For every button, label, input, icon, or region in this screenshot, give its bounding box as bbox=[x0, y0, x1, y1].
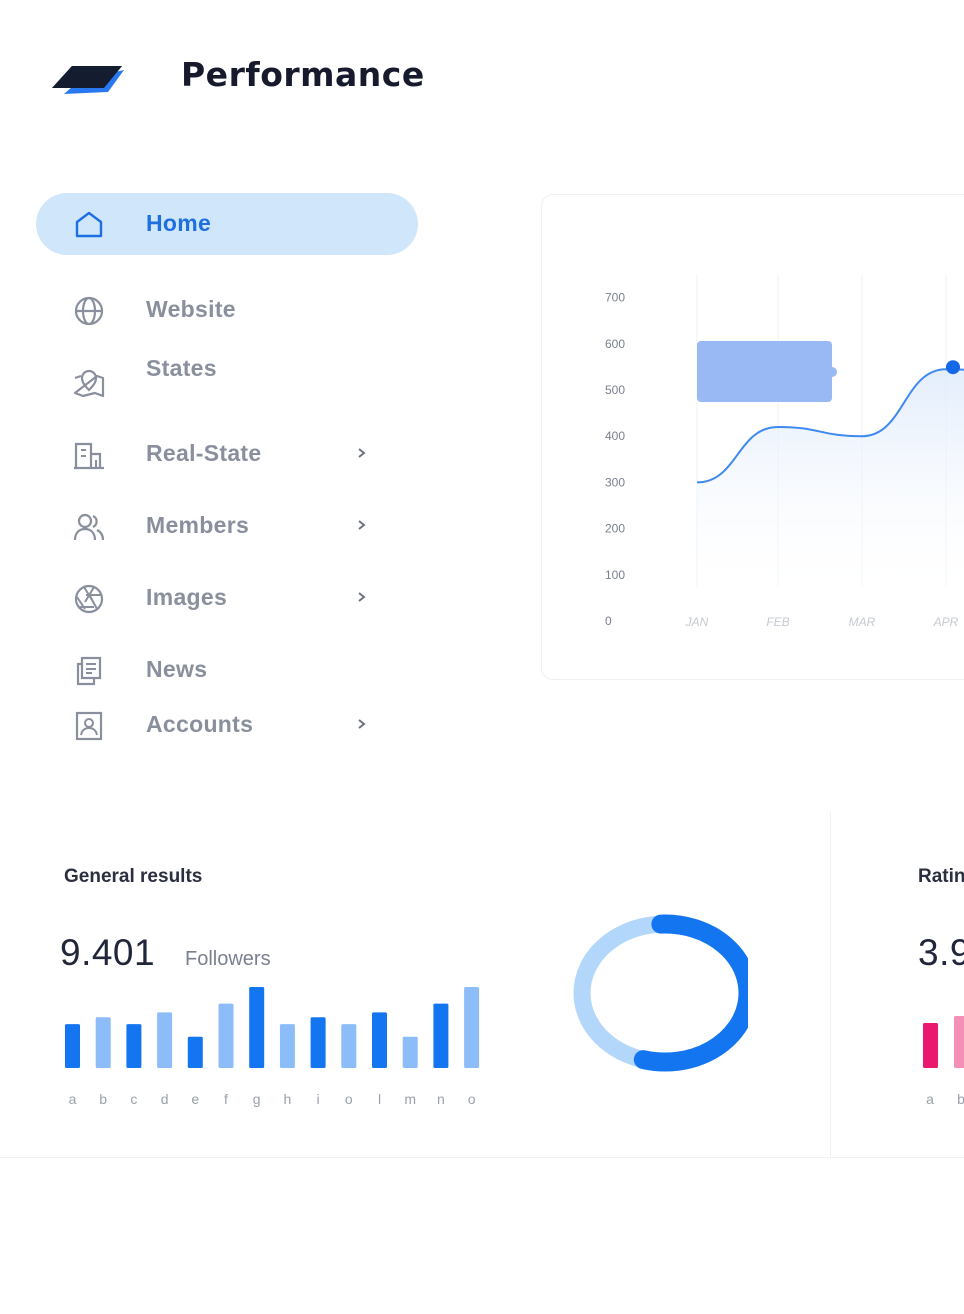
bar-category-label: g bbox=[253, 1091, 261, 1107]
y-tick-label: 200 bbox=[605, 522, 625, 536]
donut-segment bbox=[633, 914, 758, 1072]
chevron-right-icon bbox=[358, 719, 366, 729]
bar-category-label: f bbox=[224, 1091, 228, 1107]
chevron-right-icon bbox=[358, 592, 366, 602]
chevron-right-icon bbox=[358, 520, 366, 530]
y-tick-label: 600 bbox=[605, 337, 625, 351]
y-tick-label: 0 bbox=[605, 614, 612, 628]
bar bbox=[310, 1017, 326, 1068]
home-icon bbox=[75, 211, 103, 238]
panel-divider bbox=[830, 812, 831, 1157]
donut-crop bbox=[748, 910, 758, 1080]
rating-category-label: b bbox=[957, 1091, 964, 1107]
y-tick-label: 100 bbox=[605, 568, 625, 582]
data-point-highlight bbox=[946, 360, 960, 375]
rating-value: 3.9 bbox=[918, 932, 964, 973]
map-pin-icon bbox=[73, 369, 105, 398]
section-divider bbox=[0, 1157, 964, 1158]
sidebar-item-label: Real-State bbox=[146, 440, 262, 466]
bar-category-label: c bbox=[130, 1091, 137, 1107]
line-chart: 700 600 500 400 300 200 100 0 JAN FEB MAR APR bbox=[605, 275, 964, 629]
bar bbox=[464, 987, 480, 1068]
sidebar-item-label: Home bbox=[146, 210, 212, 236]
sidebar-item-images[interactable]: Images bbox=[36, 567, 418, 629]
aperture-icon bbox=[74, 584, 104, 614]
bar bbox=[341, 1024, 357, 1068]
followers-count: 9.401 bbox=[60, 932, 156, 973]
sidebar-item-real-state[interactable]: Real-State bbox=[36, 423, 418, 485]
sidebar-nav: Home Website States Real-State bbox=[0, 0, 430, 780]
chart-tooltip bbox=[697, 341, 832, 402]
bar bbox=[433, 1003, 449, 1068]
sidebar-item-states[interactable]: States bbox=[36, 351, 418, 413]
general-results-title: General results bbox=[64, 866, 203, 887]
donut-chart bbox=[573, 910, 758, 1080]
sidebar-item-label: Accounts bbox=[146, 711, 254, 737]
bar bbox=[95, 1017, 111, 1068]
bar-category-label: o bbox=[345, 1091, 353, 1107]
bar-category-label: n bbox=[437, 1091, 445, 1107]
chart-tooltip-arrow bbox=[827, 367, 837, 377]
y-tick-label: 400 bbox=[605, 429, 625, 443]
bar bbox=[126, 1024, 142, 1068]
brand-title: Performance bbox=[181, 55, 425, 94]
bar-category-label: i bbox=[317, 1091, 320, 1107]
y-tick-label: 300 bbox=[605, 475, 625, 489]
bar-category-label: d bbox=[161, 1091, 169, 1107]
sidebar-item-news[interactable]: News bbox=[36, 639, 418, 701]
bar bbox=[157, 1012, 173, 1068]
line-area bbox=[697, 369, 964, 587]
bar bbox=[65, 1024, 80, 1068]
sidebar-item-website[interactable]: Website bbox=[36, 279, 418, 341]
y-tick-label: 500 bbox=[605, 383, 625, 397]
rating-bar bbox=[954, 1016, 964, 1068]
rating-bar bbox=[923, 1023, 938, 1068]
x-tick-label: JAN bbox=[685, 615, 709, 629]
rating-title: Ratin bbox=[918, 866, 964, 887]
news-icon bbox=[76, 656, 102, 686]
line-chart-card: 700 600 500 400 300 200 100 0 JAN FEB MAR APR bbox=[541, 194, 964, 680]
chevron-right-icon bbox=[358, 448, 366, 458]
bar-category-label: o bbox=[468, 1091, 476, 1107]
x-tick-label: FEB bbox=[766, 615, 789, 629]
globe-icon bbox=[74, 296, 104, 326]
bar-category-label: l bbox=[378, 1091, 381, 1107]
x-tick-label: APR bbox=[933, 615, 959, 629]
bar bbox=[249, 987, 265, 1068]
bar bbox=[402, 1036, 418, 1068]
sidebar-item-label: Website bbox=[146, 296, 236, 322]
bar-category-label: a bbox=[69, 1091, 77, 1107]
sidebar-item-label: Members bbox=[146, 512, 250, 538]
sidebar-item-members[interactable]: Members bbox=[36, 495, 418, 557]
bar-category-label: h bbox=[284, 1091, 292, 1107]
bar-category-label: b bbox=[99, 1091, 107, 1107]
users-icon bbox=[73, 513, 105, 541]
sidebar-item-label: States bbox=[146, 355, 217, 381]
account-icon bbox=[75, 711, 103, 741]
building-icon bbox=[74, 442, 104, 470]
x-tick-label: MAR bbox=[849, 615, 876, 629]
bar bbox=[187, 1036, 203, 1068]
bar-category-label: e bbox=[191, 1091, 199, 1107]
sidebar-item-label: Images bbox=[146, 584, 228, 610]
bar bbox=[279, 1024, 295, 1068]
bar-category-label: m bbox=[404, 1091, 416, 1107]
sidebar-item-label: News bbox=[146, 656, 208, 682]
sidebar-item-home[interactable]: Home bbox=[36, 193, 418, 255]
followers-label: Followers bbox=[185, 948, 271, 970]
bar bbox=[218, 1003, 234, 1068]
y-tick-label: 700 bbox=[605, 291, 625, 305]
stacked-layers-logo-icon bbox=[52, 66, 124, 94]
sidebar-item-accounts[interactable]: Accounts bbox=[36, 694, 418, 756]
bar bbox=[372, 1012, 387, 1068]
rating-category-label: a bbox=[926, 1091, 934, 1107]
